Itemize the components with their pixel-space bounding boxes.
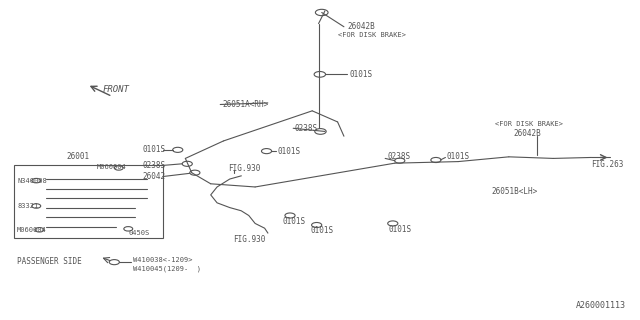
Text: FIG.263: FIG.263 [591, 160, 624, 169]
Text: FRONT: FRONT [103, 85, 130, 94]
Text: FIG.930: FIG.930 [233, 235, 266, 244]
Text: <FOR DISK BRAKE>: <FOR DISK BRAKE> [337, 32, 406, 38]
Text: 0450S: 0450S [128, 230, 150, 236]
Text: 26042B: 26042B [514, 129, 541, 138]
Text: FIG.930: FIG.930 [228, 164, 261, 173]
Text: 0101S: 0101S [447, 152, 470, 161]
Text: A260001113: A260001113 [575, 301, 625, 310]
Text: 0101S: 0101S [277, 147, 300, 156]
Text: M060004: M060004 [97, 164, 126, 170]
Text: PASSENGER SIDE: PASSENGER SIDE [17, 257, 82, 266]
Text: W410045(1209-  ): W410045(1209- ) [133, 266, 202, 272]
Text: 0238S: 0238S [387, 152, 410, 161]
Text: 26051A<RH>: 26051A<RH> [222, 100, 268, 109]
Text: 0101S: 0101S [282, 217, 305, 226]
Text: 26001: 26001 [66, 152, 89, 161]
Text: 26051B<LH>: 26051B<LH> [491, 187, 538, 196]
Text: 26042B: 26042B [347, 22, 375, 31]
Text: 0238S: 0238S [294, 124, 317, 133]
Text: 0238S: 0238S [143, 161, 166, 170]
Text: 0101S: 0101S [349, 70, 372, 79]
Text: 0101S: 0101S [388, 225, 412, 234]
Text: 0101S: 0101S [143, 145, 166, 154]
Text: 0101S: 0101S [311, 226, 334, 235]
Text: 83321: 83321 [17, 203, 38, 209]
Text: 26042: 26042 [142, 172, 165, 181]
Text: M060004: M060004 [17, 227, 47, 233]
Text: N340008: N340008 [17, 178, 47, 184]
Text: <FOR DISK BRAKE>: <FOR DISK BRAKE> [495, 121, 563, 126]
Text: W410038<-1209>: W410038<-1209> [133, 257, 193, 263]
